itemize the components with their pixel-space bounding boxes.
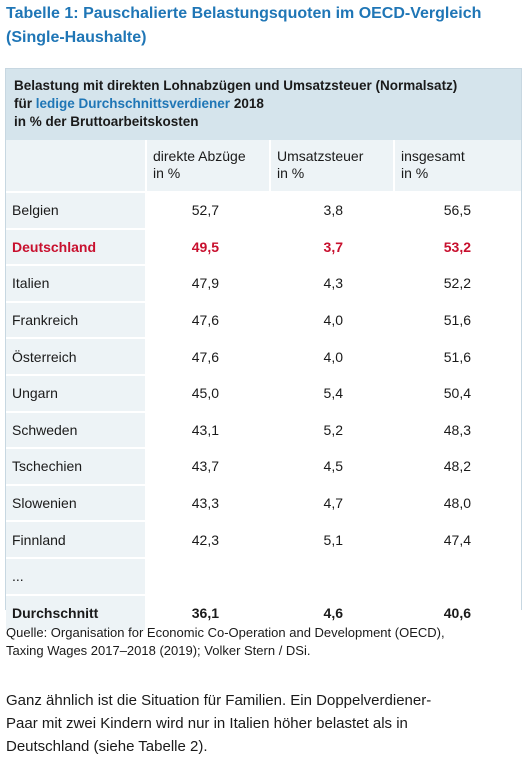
table-caption-suffix: 2018 [230, 96, 264, 111]
cell-land: Schweden [6, 411, 147, 450]
column-header-row: direkte Abzüge in % Umsatzsteuer in % in… [6, 140, 521, 193]
cell-direkte-abzuege: 47,9 [146, 265, 271, 303]
cell-insgesamt: 53,2 [394, 228, 521, 267]
table-body: Belgien 52,7 3,8 56,5 Deutschland 49,5 3,7 53,2… [6, 192, 521, 633]
cell-insgesamt: 56,5 [394, 192, 521, 230]
cell-insgesamt: 48,2 [394, 448, 521, 486]
table-row: Frankreich 47,6 4,0 51,6 [6, 301, 521, 340]
data-table: direkte Abzüge in % Umsatzsteuer in % in… [6, 140, 521, 633]
table-row: Deutschland 49,5 3,7 53,2 [6, 228, 521, 267]
cell-insgesamt: 51,6 [394, 301, 521, 340]
cell-direkte-abzuege: 42,3 [146, 521, 271, 559]
cell-land: Durchschnitt [6, 594, 147, 633]
cell-direkte-abzuege: 47,6 [146, 301, 271, 340]
cell-umsatzsteuer [270, 557, 395, 596]
cell-insgesamt: 48,0 [394, 484, 521, 523]
cell-land: Tschechien [6, 448, 147, 486]
table-caption-line-2: für ledige Durchschnittsverdiener 2018 [14, 95, 521, 113]
cell-land: Belgien [6, 192, 147, 230]
data-table-container: Belastung mit direkten Lohnabzügen und U… [5, 68, 522, 633]
cell-umsatzsteuer: 4,0 [270, 301, 395, 340]
table-row: Slowenien 43,3 4,7 48,0 [6, 484, 521, 523]
cell-umsatzsteuer: 5,2 [270, 411, 395, 450]
source-note-line-2: Taxing Wages 2017–2018 (2019); Volker St… [6, 643, 311, 658]
table-row: Schweden 43,1 5,2 48,3 [6, 411, 521, 450]
cell-land: Österreich [6, 338, 147, 376]
cell-land: Deutschland [6, 228, 147, 267]
body-paragraph-line-3: Deutschland (siehe Tabelle 2). [6, 738, 208, 755]
table-row: Durchschnitt 36,1 4,6 40,6 [6, 594, 521, 633]
cell-land: Ungarn [6, 374, 147, 413]
table-caption-line-1: Belastung mit direkten Lohnabzügen und U… [14, 78, 458, 93]
cell-land: Frankreich [6, 301, 147, 340]
cell-umsatzsteuer: 3,8 [270, 192, 395, 230]
cell-land: Italien [6, 265, 147, 303]
cell-insgesamt: 48,3 [394, 411, 521, 450]
table-caption-highlight: ledige Durchschnittsverdiener [35, 96, 231, 111]
cell-umsatzsteuer: 4,0 [270, 338, 395, 376]
cell-umsatzsteuer: 5,1 [270, 521, 395, 559]
cell-umsatzsteuer: 3,7 [270, 228, 395, 267]
table-row: Finnland 42,3 5,1 47,4 [6, 521, 521, 559]
body-paragraph: Ganz ähnlich ist die Situation für Famil… [6, 689, 521, 758]
cell-direkte-abzuege: 36,1 [146, 594, 271, 633]
cell-direkte-abzuege: 43,7 [146, 448, 271, 486]
table-row: Belgien 52,7 3,8 56,5 [6, 192, 521, 230]
cell-umsatzsteuer: 4,5 [270, 448, 395, 486]
cell-land: Finnland [6, 521, 147, 559]
cell-insgesamt: 40,6 [394, 594, 521, 633]
column-header-insgesamt: insgesamt in % [394, 140, 521, 193]
column-header-line-2: in % [401, 165, 429, 181]
cell-direkte-abzuege [146, 557, 271, 596]
cell-direkte-abzuege: 43,3 [146, 484, 271, 523]
cell-insgesamt: 47,4 [394, 521, 521, 559]
body-paragraph-line-2: Paar mit zwei Kindern wird nur in Italie… [6, 715, 408, 732]
table-row: Österreich 47,6 4,0 51,6 [6, 338, 521, 376]
table-caption-line-3: in % der Bruttoarbeitskosten [14, 114, 199, 129]
table-title: Tabelle 1: Pauschalierte Belastungsquote… [6, 2, 526, 50]
column-header-line-2: in % [153, 165, 181, 181]
cell-insgesamt [394, 557, 521, 596]
table-caption: Belastung mit direkten Lohnabzügen und U… [6, 69, 521, 140]
cell-umsatzsteuer: 4,3 [270, 265, 395, 303]
table-row: Italien 47,9 4,3 52,2 [6, 265, 521, 303]
source-note: Quelle: Organisation for Economic Co-Ope… [6, 624, 521, 660]
column-header-line-1: Umsatzsteuer [277, 148, 364, 164]
cell-direkte-abzuege: 43,1 [146, 411, 271, 450]
cell-umsatzsteuer: 5,4 [270, 374, 395, 413]
table-caption-prefix: für [14, 96, 36, 111]
body-paragraph-line-1: Ganz ähnlich ist die Situation für Famil… [6, 692, 432, 709]
table-row: Ungarn 45,0 5,4 50,4 [6, 374, 521, 413]
cell-land: ... [6, 557, 147, 596]
column-header-direkte-abzuege: direkte Abzüge in % [146, 140, 271, 193]
cell-direkte-abzuege: 49,5 [146, 228, 271, 267]
cell-umsatzsteuer: 4,7 [270, 484, 395, 523]
cell-umsatzsteuer: 4,6 [270, 594, 395, 633]
cell-land: Slowenien [6, 484, 147, 523]
cell-insgesamt: 50,4 [394, 374, 521, 413]
column-header-land [6, 140, 147, 193]
cell-insgesamt: 51,6 [394, 338, 521, 376]
column-header-line-1: direkte Abzüge [153, 148, 246, 164]
column-header-line-1: insgesamt [401, 148, 465, 164]
source-note-line-1: Quelle: Organisation for Economic Co-Ope… [6, 625, 445, 640]
table-row: Tschechien 43,7 4,5 48,2 [6, 448, 521, 486]
cell-direkte-abzuege: 47,6 [146, 338, 271, 376]
table-title-line-1: Tabelle 1: Pauschalierte Belastungsquote… [6, 5, 482, 22]
column-header-umsatzsteuer: Umsatzsteuer in % [270, 140, 395, 193]
table-title-line-2: (Single-Haushalte) [6, 29, 147, 46]
cell-insgesamt: 52,2 [394, 265, 521, 303]
cell-direkte-abzuege: 45,0 [146, 374, 271, 413]
column-header-line-2: in % [277, 165, 305, 181]
table-row: ... [6, 557, 521, 596]
cell-direkte-abzuege: 52,7 [146, 192, 271, 230]
